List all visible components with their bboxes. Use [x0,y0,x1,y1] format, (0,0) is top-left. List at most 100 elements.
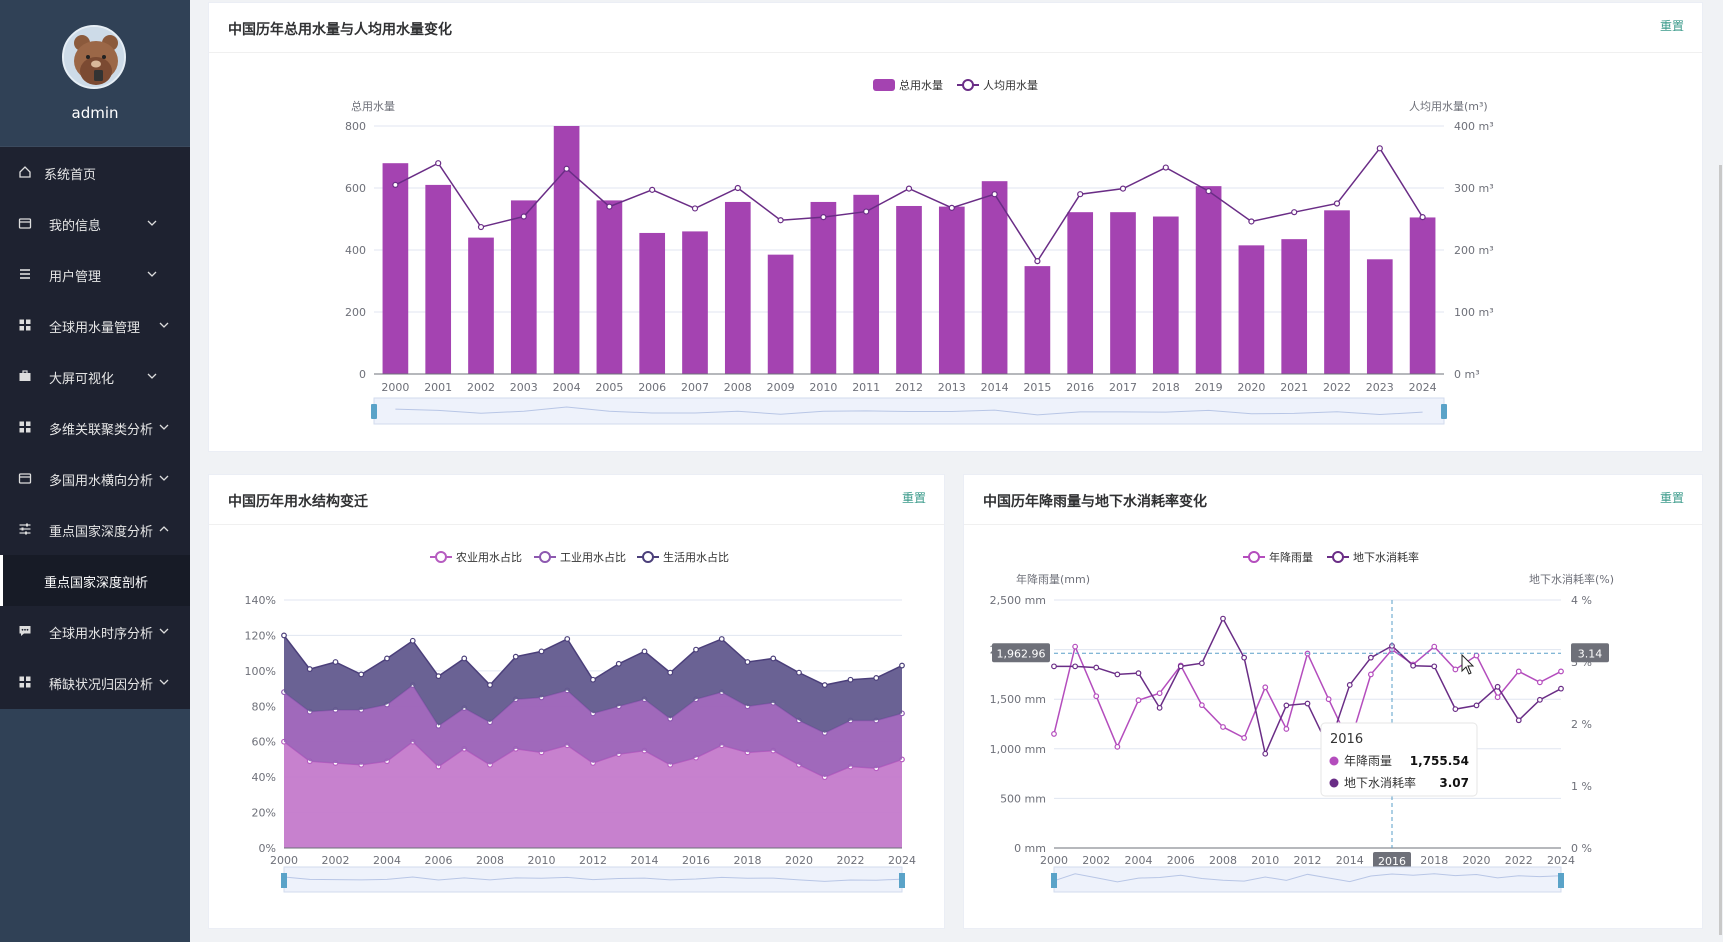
card-total-water: 中国历年总用水量与人均用水量变化 重置 总用水量 人均用水量 总用水量 人均用水量(m… [208,2,1703,452]
point-gw-2008 [1220,615,1226,622]
y-left-tick: 400 [345,244,366,257]
chevron-down-icon [158,625,170,637]
menu-item-a0[interactable]: 系统首页 [0,147,190,198]
point-2022 [847,676,854,683]
x-tick: 2000 [381,381,409,394]
tooltip-marker [1329,778,1339,788]
datazoom-handle-right [899,873,905,888]
avatar[interactable] [62,25,126,89]
bar-2023 [1366,259,1393,374]
side-menu: 系统首页我的信息用户管理全球用水量管理大屏可视化多维关联聚类分析多国用水横向分析… [0,147,190,709]
y-left-tick: 200 [345,306,366,319]
point-rain-2024 [1558,668,1564,675]
menu-item-a7[interactable]: 重点国家深度分析 [0,504,190,555]
tooltip-box [1320,722,1478,797]
reset-button[interactable]: 重置 [1659,491,1684,505]
point-rain-2008 [1220,724,1226,730]
point-gw-2003 [1114,671,1121,678]
point-rain-2004 [1135,697,1142,704]
submenu-item-active[interactable]: 重点国家深度剖析 [0,555,190,606]
reset-button[interactable]: 重置 [1659,19,1684,33]
chevron-up-icon [158,523,170,535]
point-2006 [435,673,442,680]
point-2006 [649,186,656,193]
crosshair-label-x-bg [1373,852,1411,870]
reset-button[interactable]: 重置 [901,491,926,505]
bar-2022 [1324,210,1350,374]
x-tick: 2004 [553,381,581,394]
menu-item-a1[interactable]: 我的信息 [0,198,190,249]
x-tick: 2005 [595,381,623,394]
bar-2011 [853,194,880,374]
y-right-tick: 200 m³ [1454,244,1494,257]
bar-2007 [682,231,708,374]
x-tick: 2010 [809,381,837,394]
y-right-tick: 0 m³ [1454,368,1480,381]
point-2002 [477,223,485,231]
menu-item-b0[interactable]: 全球用水时序分析 [0,606,190,657]
x-tick: 2015 [1023,381,1051,394]
x-tick: 2018 [734,854,762,867]
point-rain-2020 [1473,652,1480,659]
series-line-rainfall [1053,644,1562,749]
point-2012 [905,185,913,192]
menu-item-a5[interactable]: 多维关联聚类分析 [0,402,190,453]
point-gw-2023 [1536,696,1543,703]
water-structure-chart: 农业用水占比 工业用水占比 生活用水占比 0% 20% 40% 60% 80% 100% 120%… [245,550,916,893]
tooltip-series-name: 年降雨量 [1344,754,1392,768]
point-2004 [563,165,570,172]
x-tick: 2006 [425,854,453,867]
point-gw-2019 [1452,706,1459,713]
point-gw-2021 [1494,683,1501,690]
legend-label: 农业用水占比 [456,550,522,564]
y-right-tick: 1 % [1571,780,1592,793]
menu-item-a6[interactable]: 多国用水横向分析 [0,453,190,504]
point-2009 [777,217,784,224]
legend-label: 总用水量 [899,78,943,92]
menu-item-label: 全球用水量管理 [49,321,141,336]
card-header: 中国历年用水结构变迁 重置 [209,475,944,525]
point-rain-2005 [1156,690,1163,697]
submenu-item-label: 重点国家深度剖析 [44,576,149,591]
x-tick: 2010 [1251,854,1279,867]
legend-line-marker [962,79,974,91]
y-tick: 100% [245,665,276,678]
tooltip-value: 3.07 [1439,776,1469,790]
sidebar: admin 系统首页 我的信息 用户管理 全球用水量管理 大屏可视化 多维关联聚类分析 多国… [0,0,190,942]
y-tick: 40% [252,771,276,784]
point-2002 [332,659,339,665]
card-title: 中国历年降雨量与地下水消耗率变化 [983,494,1207,510]
x-tick: 2020 [1237,381,1265,394]
y-right-tick: 400 m³ [1454,120,1494,133]
x-tick: 2021 [1280,381,1308,394]
x-tick: 2006 [1167,854,1195,867]
x-tick: 2020 [1463,854,1491,867]
chevron-down-icon [158,676,170,688]
y-left-tick: 500 mm [1000,792,1046,805]
bar-2001 [425,184,452,374]
menu-item-label: 多维关联聚类分析 [49,423,154,438]
page-scrollbar[interactable] [1719,165,1722,935]
point-rain-2011 [1283,726,1290,732]
menu-item-a4[interactable]: 大屏可视化 [0,351,190,402]
y-right-axis-name: 人均用水量(m³) [1409,100,1488,113]
x-tick: 2002 [467,381,495,394]
x-tick: 2001 [424,381,452,394]
point-gw-2024 [1558,685,1564,692]
x-tick: 2007 [681,381,709,394]
point-gw-2007 [1198,660,1205,667]
menu-item-label: 我的信息 [49,219,102,234]
menu-item-a3[interactable]: 全球用水量管理 [0,300,190,351]
x-tick: 2022 [1323,381,1351,394]
point-gw-2002 [1093,664,1100,671]
x-tick: 2023 [1366,381,1394,394]
x-tick: 2008 [724,381,752,394]
menu-item-b1[interactable]: 稀缺状况归因分析 [0,657,190,708]
menu-item-a2[interactable]: 用户管理 [0,249,190,300]
point-2008 [487,682,493,688]
crosshair-label-left: 1,962.96 [997,647,1046,660]
point-2016 [693,646,699,653]
chevron-down-icon [146,217,158,229]
legend-label: 年降雨量 [1269,550,1313,564]
